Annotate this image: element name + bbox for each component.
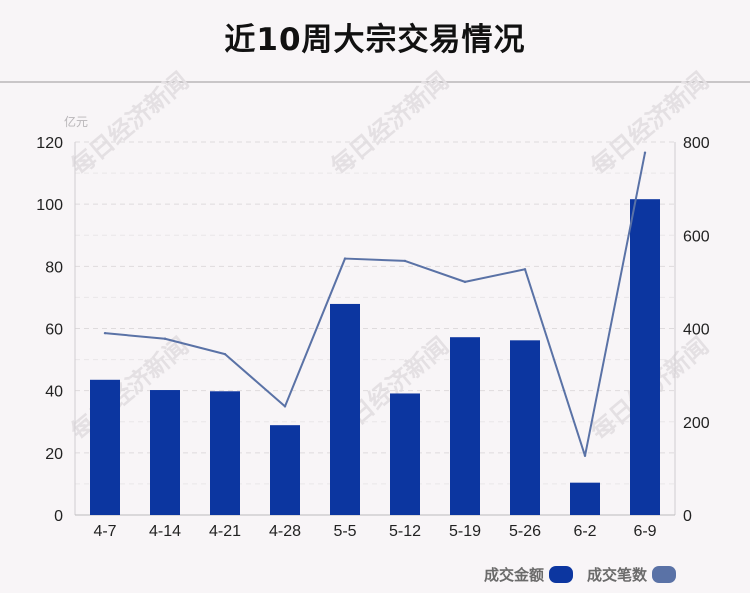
y-right-tick-4: 800 <box>683 135 710 152</box>
line-point-6-2 <box>583 454 587 457</box>
bar-5-5 <box>330 303 360 515</box>
y-left-tick-2: 40 <box>45 384 63 401</box>
line-point-5-19 <box>463 280 467 284</box>
x-tick-4-21: 4-21 <box>209 523 241 540</box>
watermark-1: 每日经济新闻 <box>326 67 454 181</box>
bar-4-21 <box>210 391 240 515</box>
x-tick-5-5: 5-5 <box>333 523 356 540</box>
bar-4-7 <box>90 379 120 515</box>
line-point-5-5 <box>343 257 347 260</box>
legend-item-amount: 成交金额 <box>484 564 574 585</box>
title-divider <box>0 81 750 83</box>
chart-title: 近10周大宗交易情况 <box>224 22 526 58</box>
x-tick-4-14: 4-14 <box>149 523 181 540</box>
y-left-tick-1: 20 <box>45 446 63 463</box>
x-tick-4-28: 4-28 <box>269 523 301 540</box>
x-tick-5-26: 5-26 <box>509 523 541 540</box>
x-tick-5-19: 5-19 <box>449 523 481 540</box>
bar-6-9 <box>630 199 660 515</box>
y-right-tick-2: 400 <box>683 322 710 339</box>
line-point-4-7 <box>103 331 107 335</box>
x-tick-4-7: 4-7 <box>93 523 116 540</box>
y-left-tick-5: 100 <box>36 197 63 214</box>
y-left-tick-0: 0 <box>54 508 63 525</box>
legend-swatch-count <box>652 565 677 583</box>
bar-5-26 <box>510 340 540 515</box>
y-right-tick-1: 200 <box>683 415 710 432</box>
legend-label-count: 成交笔数 <box>587 565 648 584</box>
x-tick-6-2: 6-2 <box>573 523 596 540</box>
legend-label-amount: 成交金额 <box>484 565 545 584</box>
line-point-4-21 <box>223 352 227 356</box>
line-point-4-14 <box>163 337 167 340</box>
line-point-6-9 <box>643 151 647 154</box>
legend: 成交金额 成交笔数 <box>484 562 690 586</box>
line-series-count <box>104 152 646 457</box>
line-point-5-12 <box>403 259 407 263</box>
x-tick-5-12: 5-12 <box>389 523 421 540</box>
line-point-4-28 <box>283 405 287 408</box>
y-left-tick-6: 120 <box>36 135 63 152</box>
bar-4-28 <box>270 425 300 515</box>
y-right-tick-0: 0 <box>683 508 692 525</box>
x-tick-6-9: 6-9 <box>633 523 656 540</box>
legend-swatch-amount <box>549 565 574 583</box>
bar-6-2 <box>570 482 600 515</box>
y-left-tick-4: 80 <box>45 259 63 276</box>
y-left-unit-label: 亿元 <box>64 114 88 129</box>
y-left-tick-3: 60 <box>45 322 63 339</box>
legend-item-count: 成交笔数 <box>587 564 677 585</box>
y-right-tick-3: 600 <box>683 228 710 245</box>
watermark-2: 每日经济新闻 <box>586 67 714 181</box>
bar-5-19 <box>450 337 480 515</box>
bar-5-12 <box>390 393 420 515</box>
line-point-5-26 <box>523 268 527 271</box>
bar-4-14 <box>150 390 180 515</box>
